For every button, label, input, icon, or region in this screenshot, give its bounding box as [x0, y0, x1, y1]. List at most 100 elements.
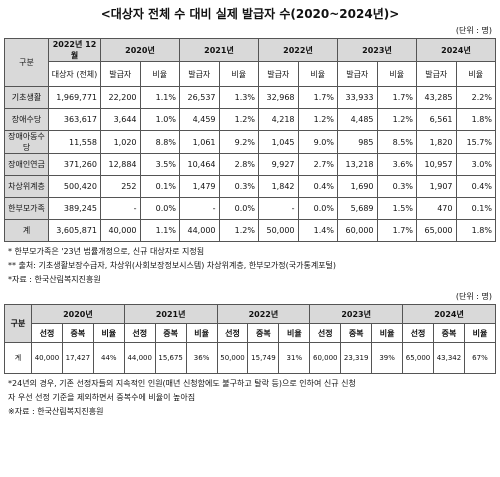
cell: 2.2% [455, 86, 496, 109]
cell: 4,218 [258, 108, 299, 131]
year-header: 2022년 [258, 38, 338, 62]
sub-header: 비율 [185, 323, 218, 343]
row-label: 장애인연금 [4, 153, 49, 176]
cell: 0.3% [218, 175, 259, 198]
cell: 65,000 [416, 219, 457, 242]
cell: 1.2% [297, 108, 338, 131]
cell: 9.2% [218, 130, 259, 154]
table-row: 차상위계층 500,420 252 0.1% 1,479 0.3% 1,842 0.4% 1,6… [4, 175, 496, 198]
year-header: 2021년 [179, 38, 259, 62]
cell: - [100, 197, 141, 220]
cell: 1,969,771 [48, 86, 101, 109]
cell: 363,617 [48, 108, 101, 131]
cell: 15,675 [154, 342, 187, 374]
cell: 44,000 [179, 219, 220, 242]
cell: 1,020 [100, 130, 141, 154]
cell: 36% [185, 342, 218, 374]
cell: 26,537 [179, 86, 220, 109]
year-header: 2023년 [337, 38, 417, 62]
row-label: 장애수당 [4, 108, 49, 131]
year-header: 2020년 [100, 38, 180, 62]
cell: 0.3% [376, 175, 417, 198]
cell: 9,927 [258, 153, 299, 176]
cell: 1,690 [337, 175, 378, 198]
sub-header: 발급자 [416, 61, 457, 87]
sub-header: 비율 [297, 61, 338, 87]
cell: 13,218 [337, 153, 378, 176]
cell: 3.5% [139, 153, 180, 176]
cell: 60,000 [337, 219, 378, 242]
cell: 40,000 [100, 219, 141, 242]
cell: 33,933 [337, 86, 378, 109]
cell: 11,558 [48, 130, 101, 154]
sub-header: 선정 [31, 323, 63, 343]
cell: 0.4% [297, 175, 338, 198]
cell: 50,000 [258, 219, 299, 242]
cell: 1,842 [258, 175, 299, 198]
cell: 15,749 [247, 342, 280, 374]
header-row: 선정 중복 비율 선정 중복 비율 선정 중복 비율 선정 중복 비율 선정 중복 비율 [5, 323, 497, 343]
table-body: 기초생활 1,969,771 22,200 1.1% 26,537 1.3% 32,968 1… [4, 86, 496, 242]
title: <대상자 전체 수 대비 실제 발급자 수(2020~2024년)> [100, 7, 400, 21]
note: * 한부모가족은 '23년 법률개정으로, 신규 대상자로 지정됨 [8, 247, 205, 256]
cell: 43,285 [416, 86, 457, 109]
cell: 0.1% [455, 197, 496, 220]
cell: 44,000 [123, 342, 156, 374]
cell: 43,342 [432, 342, 465, 374]
year-header: 2020년 [31, 304, 125, 324]
cell: 5,689 [337, 197, 378, 220]
cell: 31% [278, 342, 311, 374]
cell: 371,260 [48, 153, 101, 176]
sub-header: 비율 [139, 61, 180, 87]
sub-header: 발급자 [100, 61, 141, 87]
header-row: 대상자 (전체) 발급자 비율 발급자 비율 발급자 비율 발급자 비율 발급자 비율 [5, 61, 496, 87]
sub-header: 발급자 [337, 61, 378, 87]
cell: 1,045 [258, 130, 299, 154]
cell: 23,319 [340, 342, 373, 374]
cell: 15.7% [455, 130, 496, 154]
issuance-table: 구분 2022년 12월 2020년 2021년 2022년 2023년 2024년 대상자 … [4, 38, 496, 242]
cell: 3.0% [455, 153, 496, 176]
cell: 32,968 [258, 86, 299, 109]
notes: *24년의 경우, 기존 선정자들의 지속적인 인원(매년 신청함에도 불구하고… [4, 374, 496, 422]
cell: 0.0% [297, 197, 338, 220]
header-cell: 구분 [4, 38, 49, 87]
table-row: 장애인연금 371,260 12,884 3.5% 10,464 2.8% 9,927 2.7… [4, 153, 496, 176]
cell: 3,644 [100, 108, 141, 131]
sub-header: 선정 [309, 323, 342, 343]
cell: 1.2% [376, 108, 417, 131]
cell: 44% [92, 342, 125, 374]
sub-header: 비율 [278, 323, 311, 343]
unit: (단위 : 명) [455, 292, 492, 301]
table-row: 한부모가족 389,245-0.0% -0.0% -0.0% 5,689 1.5% 470 0… [4, 197, 496, 220]
notes: * 한부모가족은 '23년 법률개정으로, 신규 대상자로 지정됨 ** 출처: … [4, 242, 496, 290]
note: ** 출처: 기초생활보장수급자, 차상위(사회보장정보시스템) 차상위계층, … [8, 261, 337, 270]
cell: 1,061 [179, 130, 220, 154]
cell: 1.4% [297, 219, 338, 242]
cell: 1.5% [376, 197, 417, 220]
row-label: 기초생활 [4, 86, 49, 109]
cell: 470 [416, 197, 457, 220]
sub-header: 선정 [216, 323, 249, 343]
cell: 50,000 [216, 342, 249, 374]
cell: 1.7% [376, 86, 417, 109]
sub-header: 비율 [463, 323, 497, 343]
duplicate-table: 구분 2020년 2021년 2022년 2023년 2024년 선정 중복 비율 선정 중복 비율 선… [4, 304, 497, 374]
cell: 1.7% [297, 86, 338, 109]
cell: 252 [100, 175, 141, 198]
sub-header: 중복 [154, 323, 187, 343]
cell: 4,485 [337, 108, 378, 131]
sub-header: 선정 [402, 323, 434, 343]
table-row: 장애아동수당 11,558 1,020 8.8% 1,061 9.2% 1,045 9.0% 9… [4, 130, 496, 154]
cell: 40,000 [31, 342, 63, 374]
cell: 67% [463, 342, 497, 374]
cell: - [258, 197, 299, 220]
sub-header: 중복 [340, 323, 373, 343]
note: 자 우선 선정 기준을 제외하면서 중복수에 비율이 높아짐 [8, 393, 196, 402]
sub-header: 중복 [432, 323, 465, 343]
cell: 1.1% [139, 86, 180, 109]
cell: 60,000 [309, 342, 342, 374]
row-label: 장애아동수당 [4, 130, 49, 154]
sub-header: 선정 [123, 323, 156, 343]
